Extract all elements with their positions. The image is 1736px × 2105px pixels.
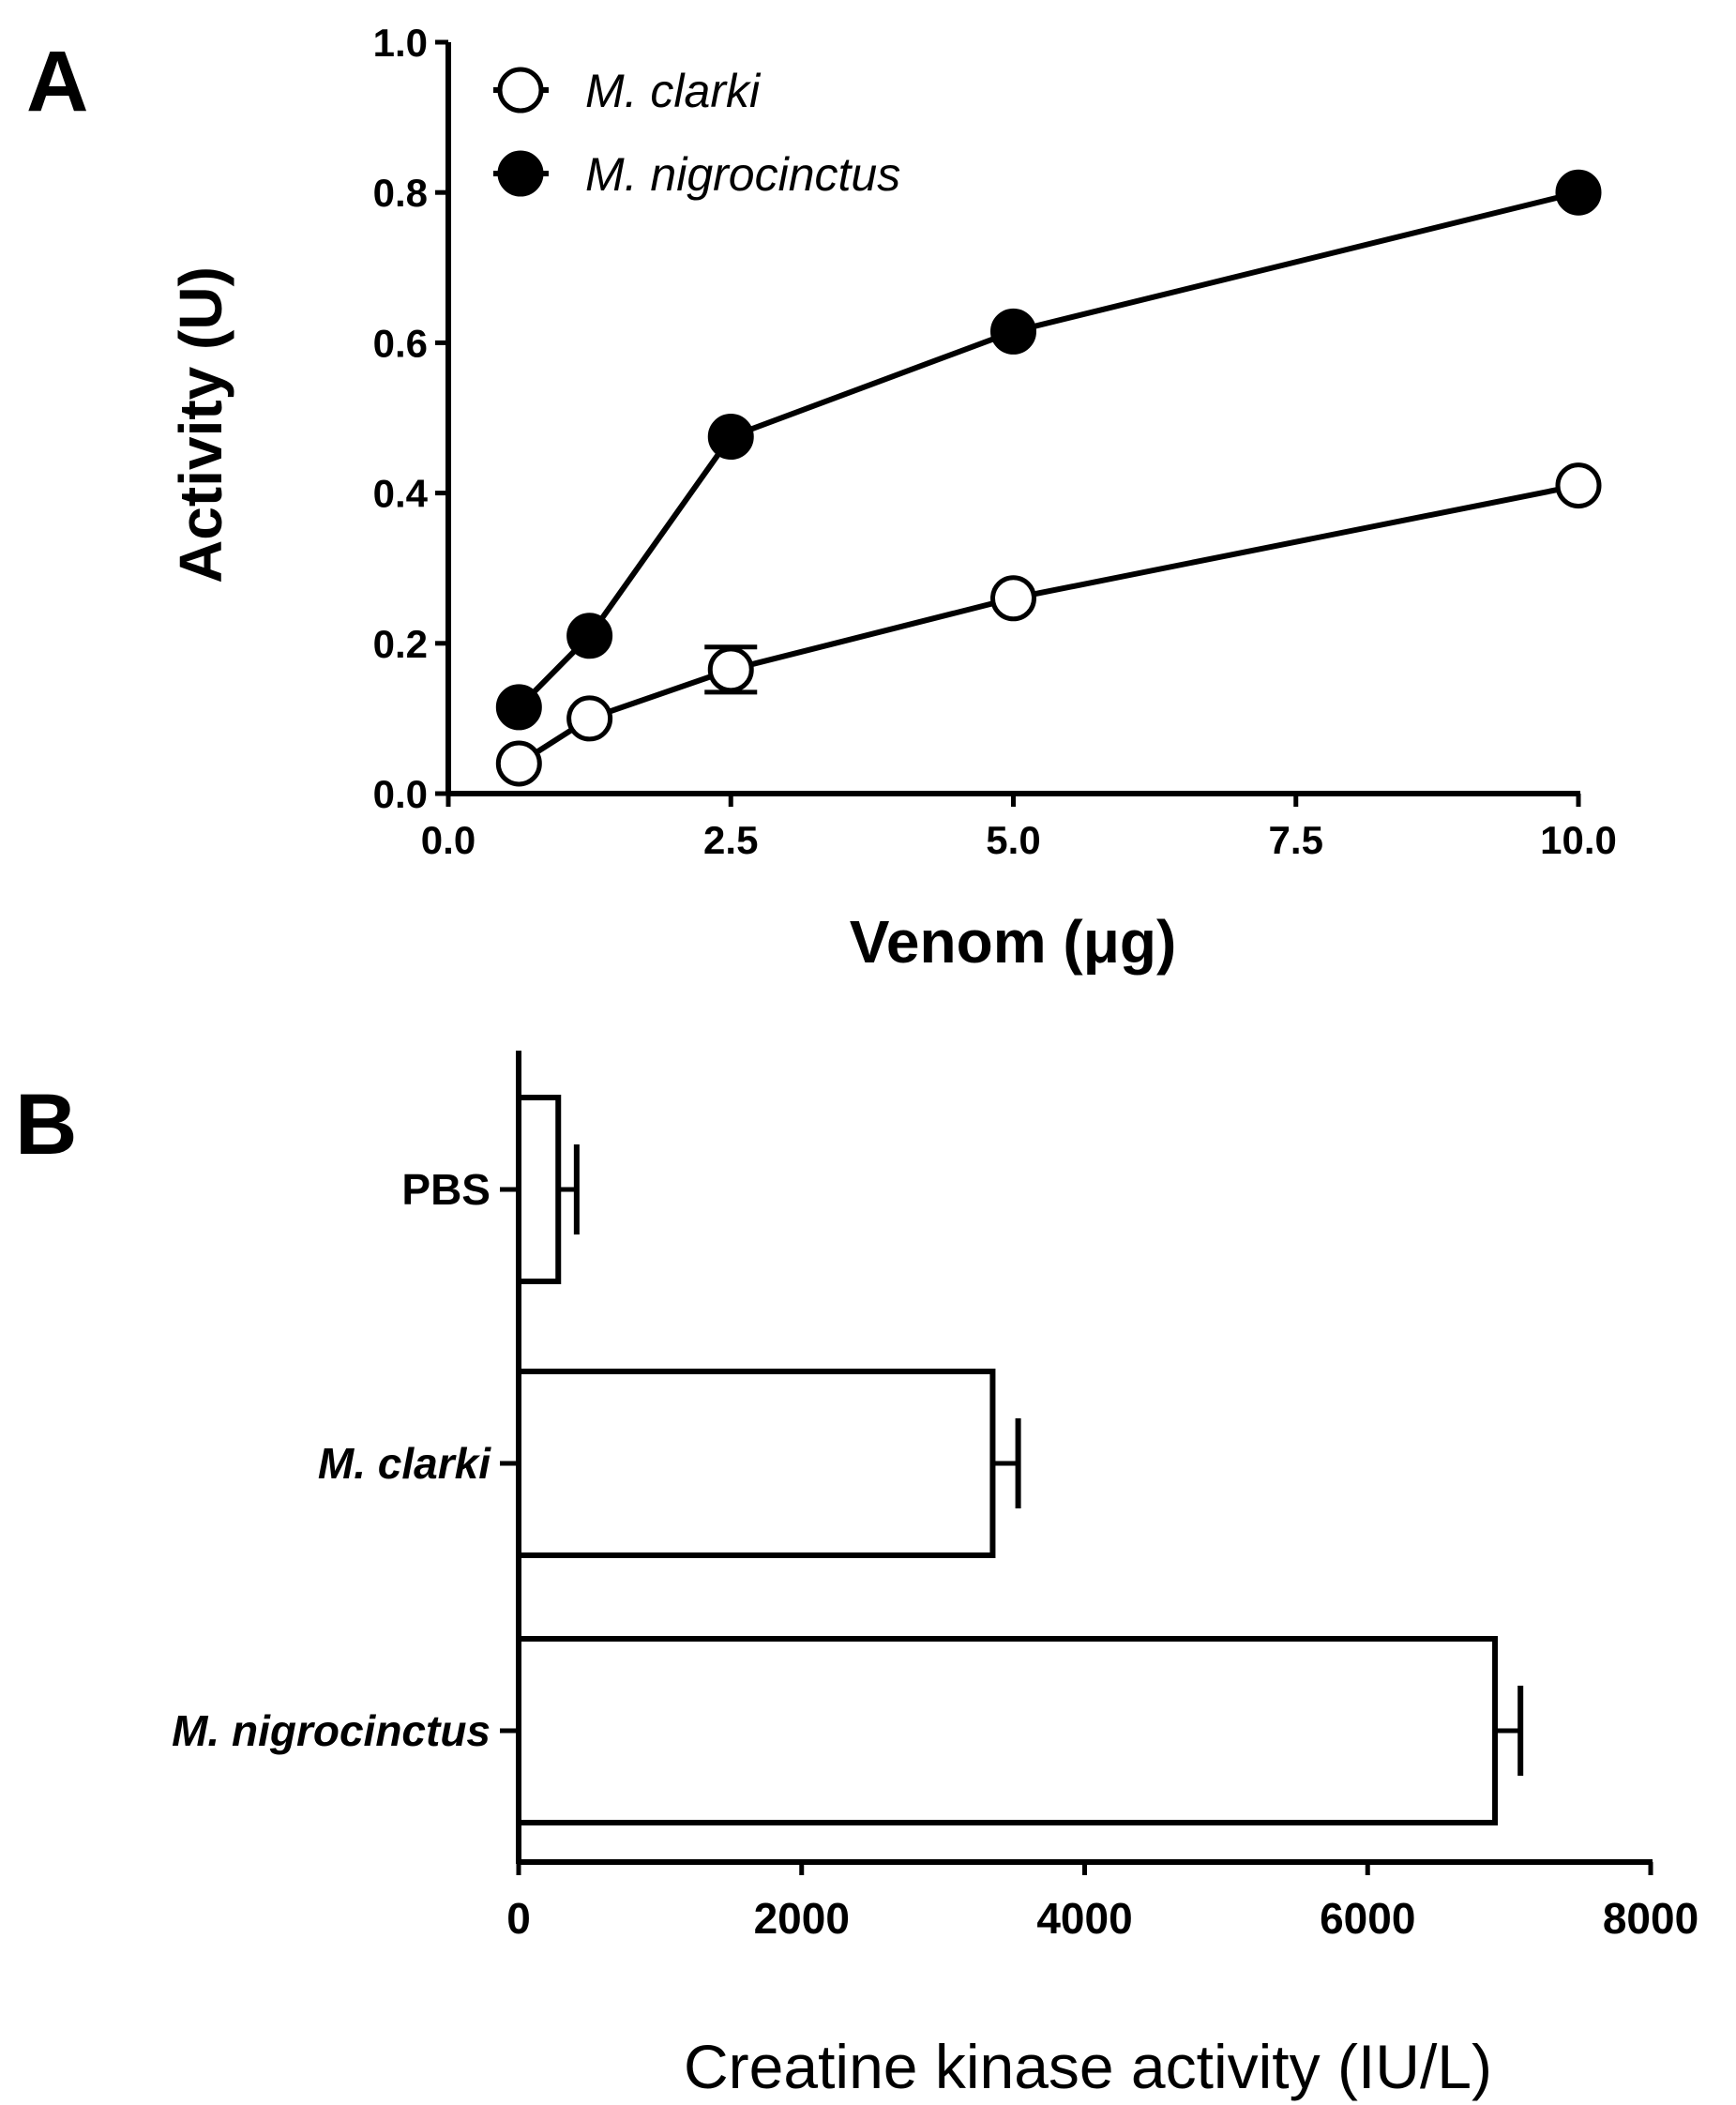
data-point-m-nigrocinctus <box>990 308 1036 355</box>
panel-a-y-tick-label: 0.4 <box>373 472 429 516</box>
legend-label-m-clarki: M. clarki <box>585 65 762 117</box>
data-point-m-nigrocinctus <box>566 613 613 659</box>
data-point-m-clarki <box>990 575 1036 622</box>
legend-marker-m-clarki <box>497 67 544 114</box>
panel-a-x-tick-labels: 0.0 2.5 5.0 7.5 10.0 <box>421 818 1617 862</box>
panel-a-series <box>495 169 1602 787</box>
data-point-m-clarki <box>1555 462 1602 509</box>
data-point-m-nigrocinctus <box>707 414 754 461</box>
panel-b-letter: B <box>15 1077 77 1173</box>
bar-pbs <box>516 1095 562 1284</box>
panel-b-bar-chart: B 0 2000 4000 6000 8000 PBS M. clarki M. nigro… <box>15 1051 1698 2101</box>
series-line-m-clarki <box>517 482 1579 766</box>
panel-a-x-tick-label: 10.0 <box>1540 818 1617 862</box>
panel-a-line-chart: A 0.0 2.5 5.0 7.5 10.0 0.0 0.2 0.4 0.6 0.8 1.0 M.… <box>26 21 1617 976</box>
series-line-m-nigrocinctus <box>517 189 1579 709</box>
legend-marker-m-nigrocinctus <box>497 150 544 197</box>
panel-a-x-tick-label: 0.0 <box>421 818 476 862</box>
data-point-m-nigrocinctus <box>1555 169 1602 216</box>
panel-a-y-tick-label: 1.0 <box>373 21 428 65</box>
panel-b-x-axis-title: Creatine kinase activity (IU/L) <box>684 2032 1492 2101</box>
panel-a-y-axis-title: Activity (U) <box>167 266 234 583</box>
data-point-m-clarki <box>495 740 542 787</box>
panel-b-x-tick-label: 6000 <box>1320 1894 1415 1943</box>
panel-b-x-tick-label: 4000 <box>1036 1894 1132 1943</box>
panel-a-y-tick-label: 0.2 <box>373 622 428 666</box>
data-point-m-nigrocinctus <box>495 684 542 731</box>
panel-a-y-tick-label: 0.8 <box>373 171 428 215</box>
legend-label-m-nigrocinctus: M. nigrocinctus <box>585 148 900 201</box>
panel-a-x-axis-title: Venom (μg) <box>850 908 1177 976</box>
panel-a-axes <box>435 39 1581 807</box>
category-label-pbs: PBS <box>401 1165 491 1214</box>
panel-a-letter: A <box>26 34 88 129</box>
bar-m-clarki <box>516 1369 996 1558</box>
panel-a-x-tick-label: 7.5 <box>1269 818 1323 862</box>
bar-m-nigrocinctus <box>516 1636 1499 1825</box>
panel-b-x-tick-labels: 0 2000 4000 6000 8000 <box>506 1894 1698 1943</box>
panel-a-y-tick-labels: 0.0 0.2 0.4 0.6 0.8 1.0 <box>373 21 429 816</box>
panel-a-x-tick-label: 5.0 <box>986 818 1040 862</box>
panel-b-x-tick-label: 0 <box>506 1894 531 1943</box>
panel-a-y-tick-label: 0.0 <box>373 772 428 816</box>
panel-b-bars <box>516 1095 1524 1825</box>
panel-a-legend: M. clarki M. nigrocinctus <box>493 65 900 201</box>
category-label-m-clarki: M. clarki <box>318 1439 491 1488</box>
category-label-m-nigrocinctus: M. nigrocinctus <box>172 1706 491 1755</box>
panel-b-x-tick-label: 8000 <box>1603 1894 1698 1943</box>
data-point-m-clarki <box>566 695 613 742</box>
panel-a-x-tick-label: 2.5 <box>703 818 758 862</box>
panel-a-y-tick-label: 0.6 <box>373 321 428 365</box>
panel-b-x-tick-label: 2000 <box>754 1894 850 1943</box>
panel-b-category-labels: PBS M. clarki M. nigrocinctus <box>172 1165 491 1755</box>
data-point-m-clarki <box>707 646 754 693</box>
